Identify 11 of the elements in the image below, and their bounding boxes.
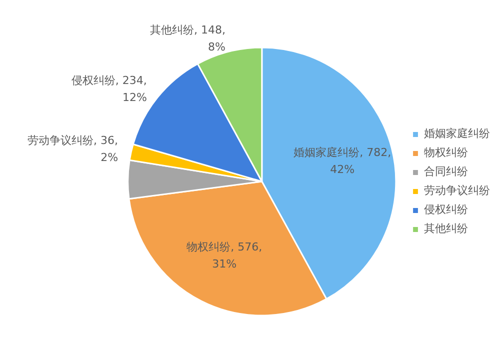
legend-label: 合同纠纷 (424, 164, 468, 179)
legend-label: 物权纠纷 (424, 145, 468, 160)
legend-label: 劳动争议纠纷 (424, 183, 490, 198)
data-label: 其他纠纷, 148, 8% (150, 24, 226, 54)
legend-label: 婚姻家庭纠纷 (424, 126, 490, 141)
data-label: 劳动争议纠纷, 36, 2% (28, 134, 118, 164)
data-label: 婚姻家庭纠纷, 782, 42% (294, 146, 392, 176)
data-label: 物权纠纷, 576, 31% (186, 240, 262, 271)
legend-label: 其他纠纷 (424, 221, 468, 236)
data-label: 侵权纠纷, 234, 12% (71, 74, 147, 104)
legend-label: 侵权纠纷 (424, 202, 468, 217)
